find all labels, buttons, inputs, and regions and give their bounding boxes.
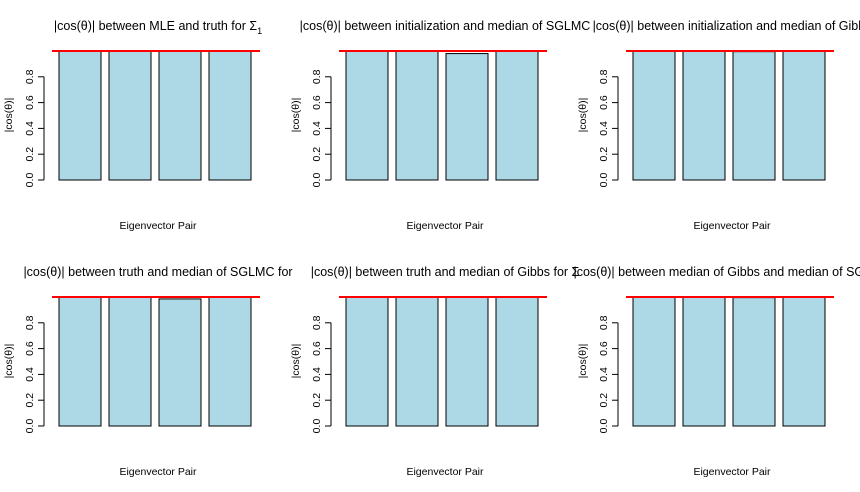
bar-3 bbox=[732, 51, 776, 181]
y-tick-label: 0.8 bbox=[598, 315, 610, 330]
bar-1 bbox=[58, 296, 102, 427]
y-tick-label: 0.6 bbox=[311, 341, 323, 356]
panel-title: |cos(θ)| between truth and median of Gib… bbox=[311, 265, 580, 279]
chart-panel-1: |cos(θ)| between MLE and truth for Σ1 0.0… bbox=[3, 19, 262, 232]
y-tick-label: 0.2 bbox=[24, 147, 36, 162]
y-tick-label: 0.2 bbox=[598, 147, 610, 162]
y-tick-label: 0.8 bbox=[24, 69, 36, 84]
y-tick-label: 0.8 bbox=[598, 69, 610, 84]
bar-1 bbox=[632, 50, 676, 181]
bar-3 bbox=[158, 298, 202, 427]
panel-title: |cos(θ)| between initialization and medi… bbox=[593, 19, 860, 33]
y-axis-label: |cos(θ)| bbox=[290, 98, 302, 133]
bar-3 bbox=[732, 297, 776, 427]
panel-title: |cos(θ)| between median of Gibbs and med… bbox=[573, 265, 860, 279]
x-axis-label: Eigenvector Pair bbox=[693, 220, 771, 232]
y-tick-label: 0.4 bbox=[598, 367, 610, 382]
y-tick-label: 0.4 bbox=[598, 121, 610, 136]
bar-4 bbox=[495, 296, 539, 427]
y-axis-label: |cos(θ)| bbox=[577, 344, 589, 379]
bar-1 bbox=[632, 296, 676, 427]
panel-title: |cos(θ)| between truth and median of SGL… bbox=[23, 265, 292, 279]
bar-3 bbox=[445, 296, 489, 427]
y-tick-label: 0.0 bbox=[24, 173, 36, 188]
bar-4 bbox=[782, 296, 826, 427]
bar-4 bbox=[495, 50, 539, 181]
y-tick-label: 0.8 bbox=[311, 315, 323, 330]
y-tick-label: 0.6 bbox=[598, 341, 610, 356]
bar-4 bbox=[782, 50, 826, 181]
y-tick-label: 0.4 bbox=[24, 367, 36, 382]
y-tick-label: 0.2 bbox=[311, 147, 323, 162]
y-axis-label: |cos(θ)| bbox=[3, 344, 15, 379]
y-tick-label: 0.0 bbox=[598, 419, 610, 434]
chart-panel-5: |cos(θ)| between truth and median of Gib… bbox=[290, 265, 580, 478]
chart-panel-6: |cos(θ)| between median of Gibbs and med… bbox=[573, 265, 860, 478]
y-tick-label: 0.4 bbox=[24, 121, 36, 136]
y-tick-label: 0.0 bbox=[598, 173, 610, 188]
y-tick-label: 0.4 bbox=[311, 367, 323, 382]
bar-3 bbox=[158, 50, 202, 181]
chart-panel-3: |cos(θ)| between initialization and medi… bbox=[577, 19, 860, 232]
x-axis-label: Eigenvector Pair bbox=[119, 466, 197, 478]
x-axis-label: Eigenvector Pair bbox=[693, 466, 771, 478]
panel-title: |cos(θ)| between initialization and medi… bbox=[300, 19, 591, 33]
y-tick-label: 0.8 bbox=[24, 315, 36, 330]
chart-panel-2: |cos(θ)| between initialization and medi… bbox=[290, 19, 591, 232]
y-tick-label: 0.0 bbox=[311, 173, 323, 188]
y-tick-label: 0.6 bbox=[24, 341, 36, 356]
bar-1 bbox=[58, 50, 102, 181]
x-axis-label: Eigenvector Pair bbox=[406, 466, 484, 478]
y-tick-label: 0.2 bbox=[598, 393, 610, 408]
y-tick-label: 0.8 bbox=[311, 69, 323, 84]
bar-3 bbox=[445, 53, 489, 181]
y-axis-label: |cos(θ)| bbox=[577, 98, 589, 133]
bar-2 bbox=[395, 296, 439, 427]
y-tick-label: 0.0 bbox=[311, 419, 323, 434]
bar-4 bbox=[208, 296, 252, 427]
panel-title-subscript: 1 bbox=[257, 26, 262, 36]
y-tick-label: 0.0 bbox=[24, 419, 36, 434]
panel-title: |cos(θ)| between MLE and truth for Σ1 bbox=[54, 19, 262, 36]
chart-panel-4: |cos(θ)| between truth and median of SGL… bbox=[3, 265, 293, 478]
y-axis-label: |cos(θ)| bbox=[290, 344, 302, 379]
bar-2 bbox=[395, 50, 439, 181]
y-axis-label: |cos(θ)| bbox=[3, 98, 15, 133]
y-tick-label: 0.6 bbox=[24, 95, 36, 110]
x-axis-label: Eigenvector Pair bbox=[406, 220, 484, 232]
bar-2 bbox=[682, 50, 726, 181]
y-tick-label: 0.6 bbox=[311, 95, 323, 110]
bar-2 bbox=[108, 50, 152, 181]
y-tick-label: 0.2 bbox=[311, 393, 323, 408]
bar-1 bbox=[345, 50, 389, 181]
y-tick-label: 0.2 bbox=[24, 393, 36, 408]
x-axis-label: Eigenvector Pair bbox=[119, 220, 197, 232]
bar-2 bbox=[682, 296, 726, 427]
bar-1 bbox=[345, 296, 389, 427]
bar-2 bbox=[108, 296, 152, 427]
bar-4 bbox=[208, 50, 252, 181]
y-tick-label: 0.4 bbox=[311, 121, 323, 136]
y-tick-label: 0.6 bbox=[598, 95, 610, 110]
